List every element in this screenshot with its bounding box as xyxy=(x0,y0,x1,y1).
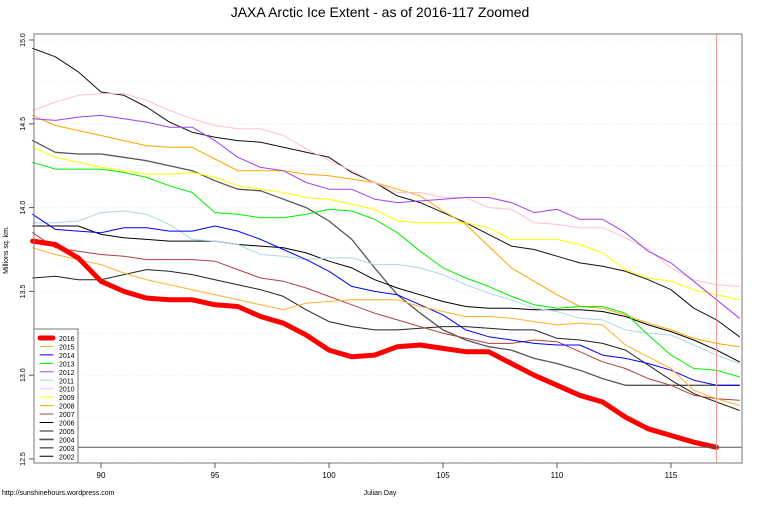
y-tick-label: 14.0 xyxy=(20,201,27,215)
series-line-2014 xyxy=(32,213,740,386)
plot-border xyxy=(33,33,743,464)
legend-box xyxy=(33,328,79,464)
x-axis: 90 95 100 105 110 115 xyxy=(97,463,678,480)
series-lines xyxy=(30,47,741,450)
series-line-2003 xyxy=(32,47,740,338)
series-line-2008 xyxy=(32,114,740,348)
series-line-2010 xyxy=(32,93,740,287)
legend-label: 2007 xyxy=(59,412,75,419)
series-line-2004 xyxy=(31,139,741,386)
series-line-2005 xyxy=(32,269,740,411)
legend-label: 2006 xyxy=(59,421,75,428)
x-tick-label: 110 xyxy=(551,471,564,480)
series-line-2012 xyxy=(32,114,740,319)
legend-label: 2010 xyxy=(59,387,75,394)
x-tick-label: 90 xyxy=(97,471,106,480)
y-axis-label: Millions sq. km. xyxy=(3,226,10,274)
legend-label: 2004 xyxy=(59,437,75,444)
series-line-2009 xyxy=(32,146,740,301)
series-line-2007 xyxy=(32,232,740,401)
x-tick-label: 95 xyxy=(211,471,220,480)
series-line-2011 xyxy=(32,210,740,364)
legend-label: 2008 xyxy=(59,404,75,411)
y-tick-label: 15.0 xyxy=(20,33,27,47)
x-tick-label: 115 xyxy=(665,471,678,480)
series-line-2013 xyxy=(32,161,740,378)
legend-label: 2013 xyxy=(59,361,75,368)
gridlines xyxy=(34,39,742,460)
x-tick-label: 100 xyxy=(322,471,336,480)
legend-label: 2011 xyxy=(59,378,74,385)
y-axis: 12.5 13.0 13.5 14.0 14.5 15.0 xyxy=(20,33,34,466)
reference-lines xyxy=(34,34,742,463)
legend-label: 2002 xyxy=(59,454,75,461)
y-tick-label: 13.5 xyxy=(20,284,27,298)
x-tick-label: 105 xyxy=(436,471,450,480)
series-line-2015 xyxy=(32,247,740,406)
legend-label: 2016 xyxy=(59,336,75,343)
legend-label: 2012 xyxy=(59,370,75,377)
series-line-2016 xyxy=(30,238,720,450)
legend-label: 2014 xyxy=(59,353,75,360)
y-tick-label: 14.5 xyxy=(20,117,27,131)
legend-label: 2005 xyxy=(59,429,75,436)
legend-label: 2015 xyxy=(59,344,75,351)
source-url[interactable]: http://sunshinehours.wordpress.com xyxy=(2,490,115,497)
legend-label: 2003 xyxy=(59,446,75,453)
y-tick-label: 13.0 xyxy=(20,368,27,382)
series-line-2006 xyxy=(32,225,740,363)
chart-title: JAXA Arctic Ice Extent - as of 2016-117 … xyxy=(231,4,530,20)
y-tick-label: 12.5 xyxy=(20,452,27,466)
legend-label: 2009 xyxy=(59,395,75,402)
x-axis-label: Julian Day xyxy=(364,490,397,497)
